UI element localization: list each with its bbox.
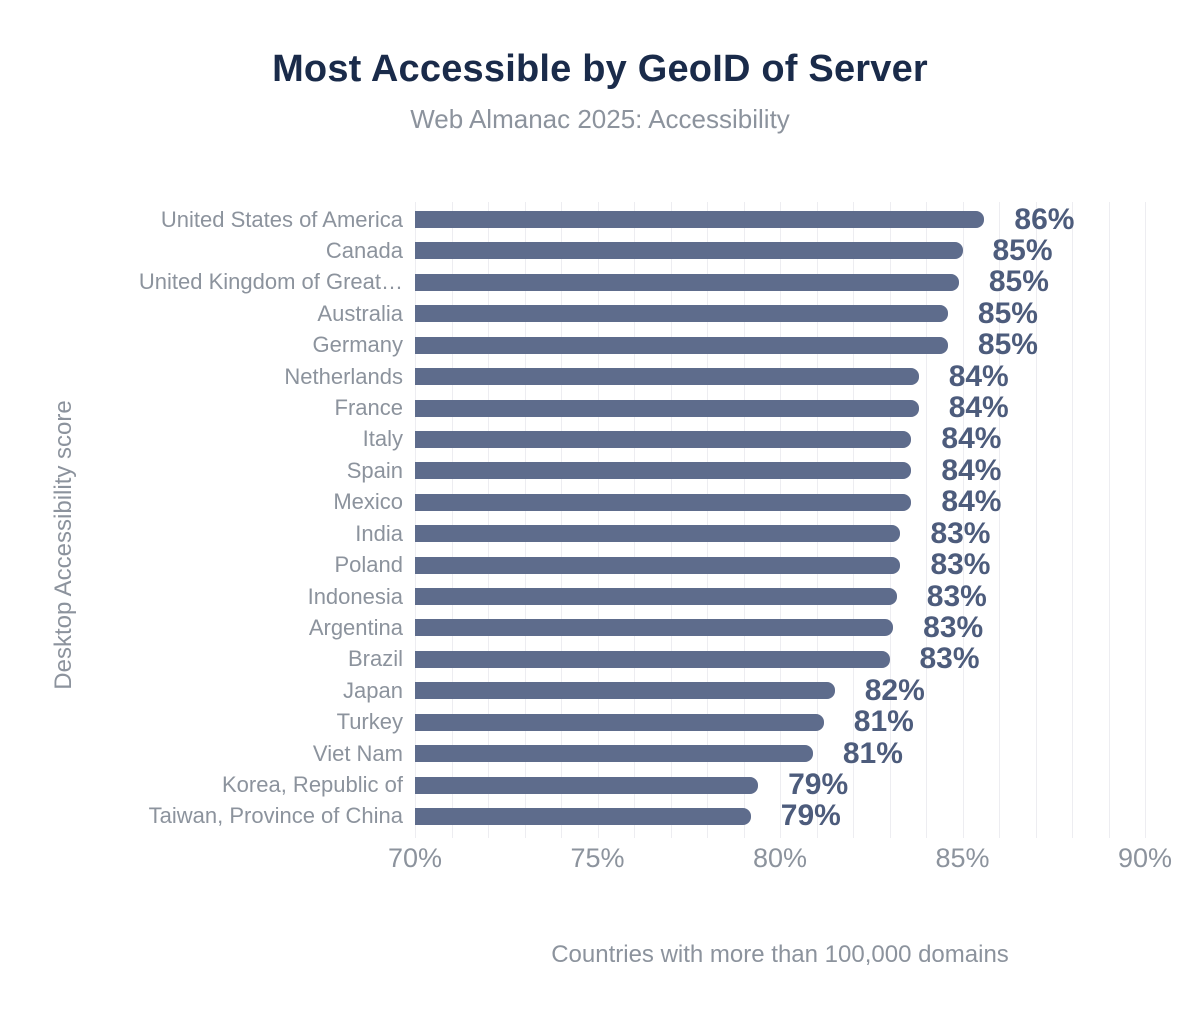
bar [415, 776, 759, 794]
x-axis-title: Countries with more than 100,000 domains [551, 941, 1009, 968]
value-label: 84% [948, 391, 1009, 425]
bar [415, 588, 897, 606]
chart-subtitle: Web Almanac 2025: Accessibility [410, 104, 790, 134]
gridline [488, 202, 489, 838]
gridline [1072, 202, 1073, 838]
category-label: Poland [334, 552, 403, 578]
category-label: Netherlands [284, 363, 403, 389]
bar [415, 556, 901, 574]
category-label: Australia [317, 300, 403, 326]
x-tick-label: 75% [570, 843, 625, 873]
category-label: Argentina [308, 614, 403, 640]
category-label: United Kingdom of Great… [138, 269, 403, 295]
x-tick-label: 85% [935, 843, 990, 873]
value-label: 82% [864, 673, 925, 707]
category-label: Germany [312, 332, 403, 358]
gridline [707, 202, 708, 838]
category-label: United States of America [160, 206, 403, 232]
category-label: Viet Nam [312, 740, 403, 766]
x-tick-label: 70% [387, 843, 443, 873]
category-label: France [334, 395, 403, 421]
category-label: Brazil [347, 646, 403, 672]
bar [415, 305, 948, 323]
category-label: Japan [343, 677, 403, 703]
gridline [780, 202, 781, 838]
gridline [524, 202, 526, 838]
category-label: Italy [362, 426, 403, 452]
value-label: 81% [842, 736, 903, 770]
bar [415, 211, 985, 228]
bar [415, 682, 835, 700]
category-axis: United States of America Canada United Kin… [0, 202, 403, 838]
category-label: Canada [325, 237, 403, 263]
gridline [415, 202, 416, 838]
gridline [1145, 202, 1146, 838]
gridline [1035, 202, 1037, 838]
bar [415, 493, 912, 511]
x-tick-label: 90% [1117, 843, 1173, 873]
value-label: 85% [977, 328, 1038, 362]
value-label: 84% [948, 359, 1009, 393]
gridline [670, 202, 672, 838]
value-label: 83% [930, 516, 991, 550]
bar [415, 745, 813, 763]
gridline [597, 202, 599, 838]
value-label: 85% [992, 233, 1053, 267]
value-label: 83% [923, 610, 984, 644]
bar [415, 462, 912, 480]
value-label: 83% [919, 642, 980, 676]
gridline [1108, 202, 1110, 838]
gridline [926, 202, 927, 838]
category-label: Turkey [336, 709, 403, 735]
bar [415, 430, 912, 448]
plot-area: 86% 85% 85% 85% 85% 84% 84% 84% 84% 84% 83% 83% 83% 8… [415, 202, 1146, 838]
value-label: 84% [941, 422, 1002, 456]
category-label: Taiwan, Province of China [148, 803, 403, 829]
gridline [816, 202, 818, 838]
category-label: Indonesia [307, 583, 403, 609]
bar [415, 242, 963, 260]
bar [415, 650, 890, 668]
value-label: 79% [780, 799, 841, 833]
gridline [451, 202, 453, 838]
value-label: 84% [941, 453, 1002, 487]
bar [415, 273, 959, 291]
category-label: Korea, Republic of [222, 772, 403, 798]
gridline [889, 202, 891, 838]
category-label: Mexico [333, 489, 403, 515]
gridline [853, 202, 854, 838]
x-axis-ticks: 70% 75% 80% 85% 90% [388, 843, 1172, 875]
value-label: 83% [930, 548, 991, 582]
gridline [561, 202, 562, 838]
bar [415, 713, 824, 731]
gridline [743, 202, 745, 838]
bar [415, 368, 919, 386]
category-label: Spain [346, 457, 403, 483]
gridline [962, 202, 964, 838]
gridline [999, 202, 1000, 838]
bar [415, 336, 948, 354]
value-label: 85% [977, 296, 1038, 330]
bar [415, 525, 901, 543]
chart-title: Most Accessible by GeoID of Server [272, 48, 928, 90]
value-label: 85% [988, 265, 1049, 299]
value-label: 83% [926, 579, 987, 613]
bar [415, 807, 751, 825]
value-label: 86% [1014, 202, 1075, 236]
y-axis-title: Desktop Accessibility score [50, 400, 77, 690]
value-label: 81% [853, 705, 914, 739]
bar [415, 399, 919, 417]
gridline [634, 202, 635, 838]
value-label: 79% [788, 768, 849, 802]
x-tick-label: 80% [752, 843, 808, 873]
value-label: 84% [941, 485, 1002, 519]
category-label: India [355, 520, 403, 546]
bar [415, 619, 894, 637]
